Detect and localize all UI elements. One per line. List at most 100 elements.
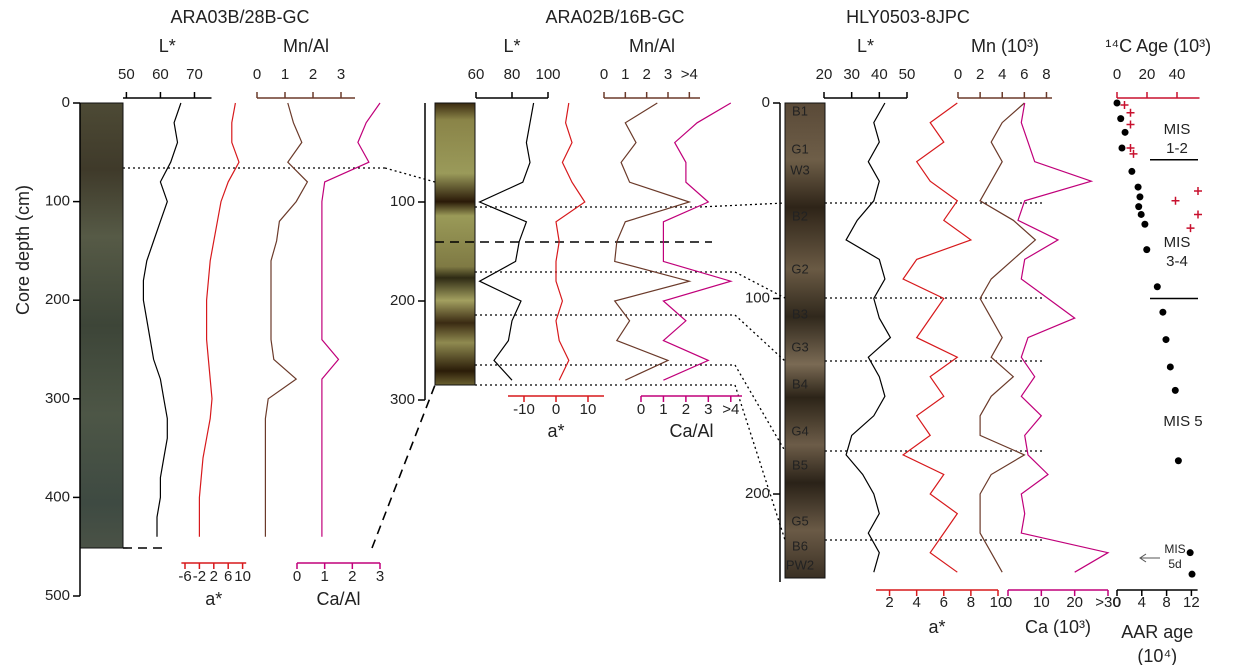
x-tick-label: 50 bbox=[899, 66, 916, 83]
chart-title: ARA02B/16B-GC bbox=[545, 7, 684, 27]
core-unit-label: G3 bbox=[791, 339, 808, 354]
profile-curve bbox=[845, 102, 892, 573]
x-tick-label: 20 bbox=[816, 66, 833, 83]
y-tick-label: 200 bbox=[45, 291, 70, 308]
age-cross bbox=[1126, 143, 1135, 152]
core-unit-label: PW2 bbox=[786, 557, 814, 572]
x-tick-label: 0 bbox=[552, 401, 560, 418]
mis-label: MIS 5 bbox=[1163, 413, 1202, 430]
profile-curve bbox=[478, 102, 535, 381]
x-tick-label: 1 bbox=[320, 568, 328, 585]
x-tick-label: 8 bbox=[967, 594, 975, 611]
age-dot bbox=[1166, 363, 1174, 371]
x-tick-label: -10 bbox=[513, 401, 535, 418]
age-dot bbox=[1121, 128, 1129, 136]
core-image bbox=[79, 102, 124, 549]
axis-label: Ca/Al bbox=[669, 421, 713, 441]
axis-label: L* bbox=[857, 36, 874, 56]
age-cross bbox=[1129, 149, 1138, 158]
x-tick-label: 2 bbox=[210, 568, 218, 585]
profile-curve bbox=[142, 102, 182, 537]
age-cross bbox=[1186, 224, 1195, 233]
age-dot bbox=[1113, 99, 1121, 107]
x-tick-label: 1 bbox=[621, 66, 629, 83]
age-dot bbox=[1137, 210, 1145, 218]
axis-label: Ca (10³) bbox=[1025, 617, 1091, 637]
mis-label: 3-4 bbox=[1166, 253, 1188, 270]
age-dot bbox=[1143, 246, 1151, 254]
y-tick-label: 200 bbox=[390, 292, 415, 309]
x-tick-label: 10 bbox=[990, 594, 1007, 611]
age-dot bbox=[1162, 336, 1170, 344]
y-tick-label: 0 bbox=[62, 94, 70, 111]
core-unit-label: B6 bbox=[792, 538, 808, 553]
x-tick-label: 2 bbox=[885, 594, 893, 611]
x-tick-label: 4 bbox=[1138, 594, 1146, 611]
age-dot bbox=[1186, 549, 1194, 557]
x-tick-label: 0 bbox=[1004, 594, 1012, 611]
x-tick-label: >4 bbox=[681, 66, 698, 83]
age-dot bbox=[1174, 457, 1182, 465]
age-dot bbox=[1136, 193, 1144, 201]
y-tick-label: 500 bbox=[45, 587, 70, 604]
y-tick-label: 100 bbox=[745, 289, 770, 306]
x-tick-label: 0 bbox=[1113, 66, 1121, 83]
y-tick-label: 400 bbox=[45, 488, 70, 505]
core-image bbox=[434, 102, 476, 386]
axis-label: L* bbox=[159, 36, 176, 56]
profile-curve bbox=[1017, 102, 1110, 573]
x-tick-label: 0 bbox=[1113, 594, 1121, 611]
x-tick-label: 0 bbox=[600, 66, 608, 83]
profile-curve bbox=[662, 102, 733, 381]
x-tick-label: 60 bbox=[152, 66, 169, 83]
x-tick-label: 8 bbox=[1162, 594, 1170, 611]
age-dot bbox=[1188, 570, 1196, 578]
x-tick-label: 4 bbox=[912, 594, 920, 611]
x-tick-label: -2 bbox=[193, 568, 206, 585]
x-tick-label: 3 bbox=[376, 568, 384, 585]
x-tick-label: 0 bbox=[253, 66, 261, 83]
profile-curve bbox=[901, 102, 973, 573]
profile-curve bbox=[321, 102, 381, 537]
x-tick-label: 6 bbox=[224, 568, 232, 585]
chart-title: HLY0503-8JPC bbox=[846, 7, 970, 27]
core-unit-label: B1 bbox=[792, 103, 808, 118]
x-tick-label: 6 bbox=[1020, 66, 1028, 83]
axis-label: Mn/Al bbox=[629, 36, 675, 56]
x-tick-label: 0 bbox=[293, 568, 301, 585]
mis-label: MIS bbox=[1164, 542, 1185, 556]
x-tick-label: 20 bbox=[1066, 594, 1083, 611]
age-dot bbox=[1135, 203, 1143, 211]
x-tick-label: 0 bbox=[637, 401, 645, 418]
axis-label: AAR age bbox=[1121, 622, 1193, 642]
x-tick-label: 20 bbox=[1139, 66, 1156, 83]
x-tick-label: 3 bbox=[704, 401, 712, 418]
x-tick-label: 80 bbox=[504, 66, 521, 83]
core-unit-label: G2 bbox=[791, 261, 808, 276]
x-tick-label: 60 bbox=[468, 66, 485, 83]
x-tick-label: 30 bbox=[843, 66, 860, 83]
x-tick-label: 3 bbox=[664, 66, 672, 83]
axis-label: (10⁴) bbox=[1137, 646, 1177, 665]
x-tick-label: 50 bbox=[118, 66, 135, 83]
x-tick-label: 40 bbox=[1169, 66, 1186, 83]
age-cross bbox=[1126, 120, 1135, 129]
age-cross bbox=[1171, 196, 1180, 205]
x-tick-label: 2 bbox=[682, 401, 690, 418]
core-unit-label: G5 bbox=[791, 513, 808, 528]
y-tick-label: 100 bbox=[390, 193, 415, 210]
age-dot bbox=[1117, 115, 1125, 123]
axis-label: Mn/Al bbox=[283, 36, 329, 56]
x-tick-label: 10 bbox=[234, 568, 251, 585]
x-tick-label: 1 bbox=[659, 401, 667, 418]
x-tick-label: 70 bbox=[186, 66, 203, 83]
age-cross bbox=[1194, 186, 1202, 195]
profile-curve bbox=[264, 102, 309, 537]
profile-curve bbox=[198, 102, 240, 537]
x-tick-label: 2 bbox=[976, 66, 984, 83]
x-tick-label: 1 bbox=[281, 66, 289, 83]
x-tick-label: 4 bbox=[998, 66, 1006, 83]
age-dot bbox=[1153, 283, 1161, 291]
